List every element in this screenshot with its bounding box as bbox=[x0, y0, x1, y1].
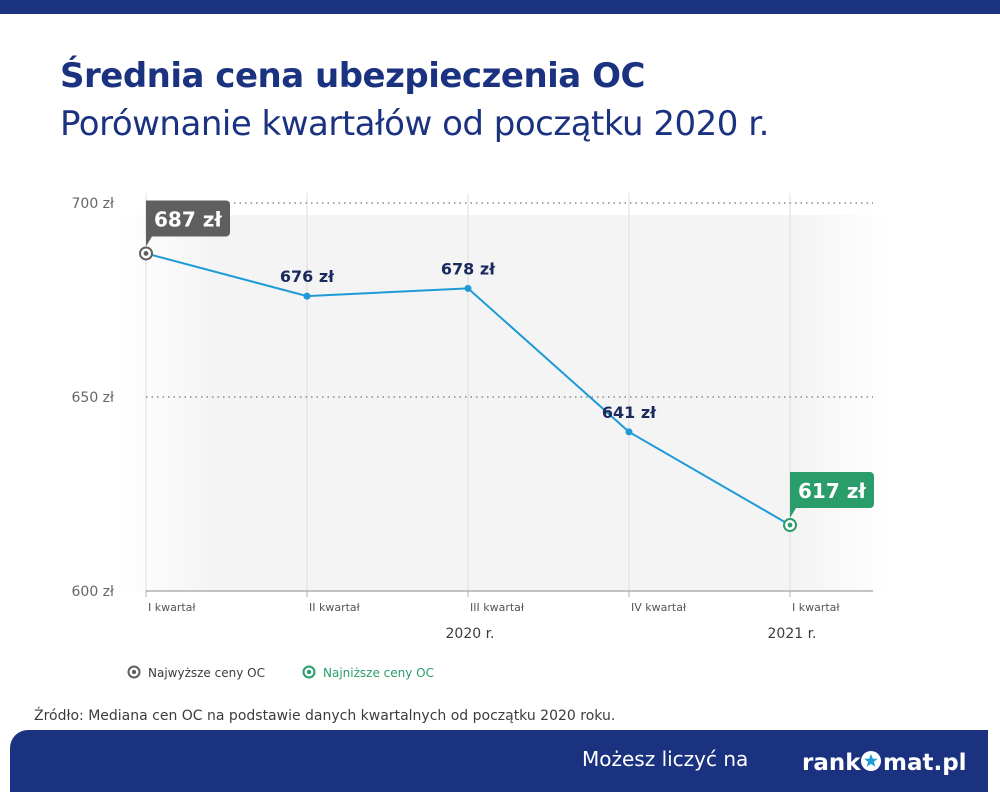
footer-banner: Możesz liczyć na rank mat.pl bbox=[10, 730, 988, 792]
data-point bbox=[464, 284, 472, 292]
brand-name-part-2: mat.pl bbox=[883, 750, 967, 776]
line-chart: 700 zł 650 zł 600 zł I kwartał II kwartał III… bbox=[72, 193, 890, 680]
source-note: Źródło: Mediana cen OC na podstawie dany… bbox=[34, 708, 616, 724]
y-tick-label: 650 zł bbox=[72, 390, 115, 406]
legend-label: Najniższe ceny OC bbox=[323, 666, 434, 680]
plot-background bbox=[120, 215, 890, 591]
x-tick-label: II kwartał bbox=[309, 601, 361, 614]
brand-logo[interactable]: rank mat.pl bbox=[802, 744, 972, 778]
callout-value: 617 zł bbox=[798, 479, 866, 503]
callout-box bbox=[790, 472, 874, 519]
highest-point-marker bbox=[139, 246, 153, 261]
y-tick-label: 700 zł bbox=[72, 196, 115, 212]
year-label: 2021 r. bbox=[768, 626, 817, 642]
chart-title: Średnia cena ubezpieczenia OC bbox=[60, 56, 645, 96]
lowest-value-callout: 617 zł bbox=[790, 472, 874, 519]
x-tick-label: I kwartał bbox=[148, 601, 196, 614]
brand-name-part-1: rank bbox=[802, 750, 861, 776]
top-accent-bar bbox=[0, 0, 1000, 14]
footer-tagline: Możesz liczyć na bbox=[582, 747, 749, 771]
legend-item-highest: Najwyższe ceny OC bbox=[127, 665, 265, 680]
data-label: 641 zł bbox=[602, 403, 657, 422]
legend-label: Najwyższe ceny OC bbox=[148, 666, 265, 680]
callout-box bbox=[146, 200, 230, 247]
callout-value: 687 zł bbox=[154, 207, 222, 231]
chart-subtitle: Porównanie kwartałów od początku 2020 r. bbox=[60, 104, 769, 144]
marker-dot bbox=[787, 522, 793, 528]
legend-marker-dot bbox=[306, 669, 312, 675]
data-label: 676 zł bbox=[280, 267, 335, 286]
highest-value-callout: 687 zł bbox=[146, 200, 230, 247]
data-point bbox=[625, 428, 633, 436]
year-label: 2020 r. bbox=[446, 626, 495, 642]
data-label: 678 zł bbox=[441, 259, 496, 278]
data-point bbox=[303, 292, 311, 300]
y-tick-label: 600 zł bbox=[72, 584, 115, 600]
legend-marker-dot bbox=[131, 669, 137, 675]
x-tick-label: I kwartał bbox=[792, 601, 840, 614]
legend-item-lowest: Najniższe ceny OC bbox=[302, 665, 434, 680]
marker-dot bbox=[143, 251, 149, 256]
x-tick-label: IV kwartał bbox=[631, 601, 687, 614]
star-in-circle-icon bbox=[861, 751, 881, 771]
x-tick-label: III kwartał bbox=[470, 601, 525, 614]
lowest-point-marker bbox=[783, 518, 797, 533]
